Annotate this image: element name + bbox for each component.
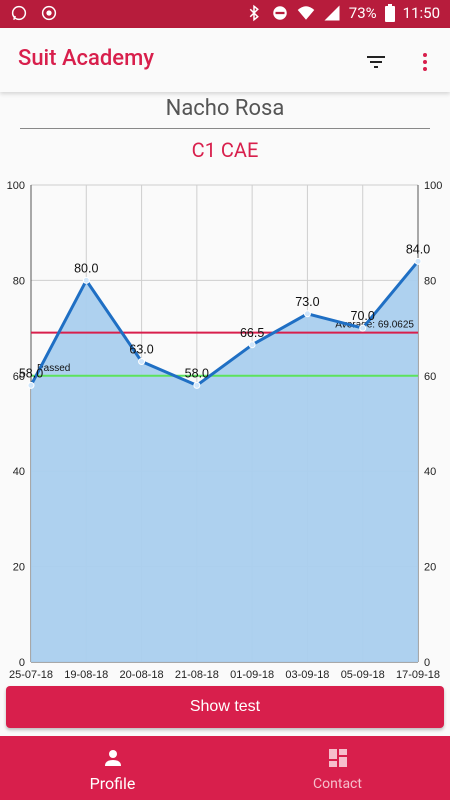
- reference-lines: Average: 69.0625 Passed: [31, 320, 418, 377]
- data-point: [303, 310, 311, 318]
- x-tick-label: 17-09-18: [396, 669, 440, 681]
- series-line: [29, 260, 420, 387]
- clock: 11:50: [402, 4, 440, 22]
- y-tick-label-left: 100: [7, 180, 25, 192]
- x-tick-label: 01-09-18: [230, 669, 274, 681]
- y-tick-label-left: 20: [13, 562, 25, 574]
- data-point: [248, 341, 256, 349]
- app-title: Suit Academy: [18, 46, 155, 71]
- data-point: [414, 257, 422, 265]
- do-not-disturb-icon: [273, 6, 287, 20]
- chart-area: [31, 261, 418, 662]
- signal-icon: [324, 5, 340, 21]
- x-tick-label: 19-08-18: [64, 669, 108, 681]
- divider: [20, 128, 430, 129]
- chart-labels: 0 0 20 20 40 40 60 60 80 80 100 100 25-07-18 19-08-18…: [7, 180, 443, 681]
- data-point: [359, 324, 367, 332]
- nav-profile-label: Profile: [89, 774, 136, 793]
- chart-series: [27, 257, 422, 389]
- whatsapp-icon: [11, 5, 27, 21]
- reference-line-label: Passed: [37, 363, 70, 374]
- y-tick-label-left: 80: [13, 275, 25, 287]
- y-tick-label-right: 20: [424, 562, 436, 574]
- course-title: C1 CAE: [191, 138, 259, 162]
- data-label: 84.0: [406, 242, 430, 256]
- dashboard-icon: [328, 749, 347, 767]
- nav-contact-label: Contact: [313, 776, 362, 792]
- y-tick-label-right: 100: [424, 180, 442, 192]
- more-vert-icon[interactable]: [416, 50, 434, 74]
- battery-percent: 73%: [348, 4, 377, 22]
- data-label: 63.0: [129, 342, 153, 356]
- nav-profile[interactable]: Profile: [0, 736, 225, 800]
- data-label: 66.5: [240, 326, 264, 340]
- x-tick-label: 25-07-18: [9, 669, 53, 681]
- filter-list-icon[interactable]: [364, 50, 388, 74]
- data-label: 58.0: [185, 366, 209, 380]
- student-name: Nacho Rosa: [165, 96, 285, 121]
- show-test-button[interactable]: Show test: [6, 686, 444, 728]
- reference-line-label: Average: 69.0625: [335, 320, 414, 331]
- x-tick-label: 05-09-18: [341, 669, 385, 681]
- wifi-icon: [297, 6, 315, 20]
- data-label: 80.0: [74, 261, 98, 275]
- nav-contact[interactable]: Contact: [225, 736, 450, 800]
- x-tick-label: 20-08-18: [120, 669, 164, 681]
- y-tick-label-right: 60: [424, 371, 436, 383]
- x-tick-label: 03-09-18: [285, 669, 329, 681]
- data-label: 58.0: [19, 366, 43, 380]
- y-tick-label-left: 60: [13, 371, 25, 383]
- battery-icon: [384, 4, 395, 22]
- data-label: 73.0: [295, 295, 319, 309]
- y-tick-label-right: 80: [424, 275, 436, 287]
- y-tick-label-left: 0: [19, 657, 25, 669]
- y-tick-label-right: 0: [424, 657, 430, 669]
- record-icon: [41, 5, 57, 21]
- data-point: [82, 276, 90, 284]
- bluetooth-icon: [249, 4, 259, 22]
- y-tick-label-left: 40: [13, 466, 25, 478]
- bottom-navigation: Profile Contact: [0, 736, 450, 800]
- y-tick-label-right: 40: [424, 466, 436, 478]
- x-tick-label: 21-08-18: [175, 669, 219, 681]
- data-point: [138, 357, 146, 365]
- status-bar: 73% 11:50: [0, 0, 450, 28]
- score-chart: Average: 69.0625 Passed 0 0 20 20 40 40 60 60 80 8…: [7, 180, 443, 681]
- data-point: [193, 381, 201, 389]
- series-area: [31, 261, 418, 662]
- data-point: [27, 381, 35, 389]
- person-icon: [104, 750, 121, 766]
- app-bar: Suit Academy: [0, 28, 450, 92]
- data-label: 70.0: [351, 309, 375, 323]
